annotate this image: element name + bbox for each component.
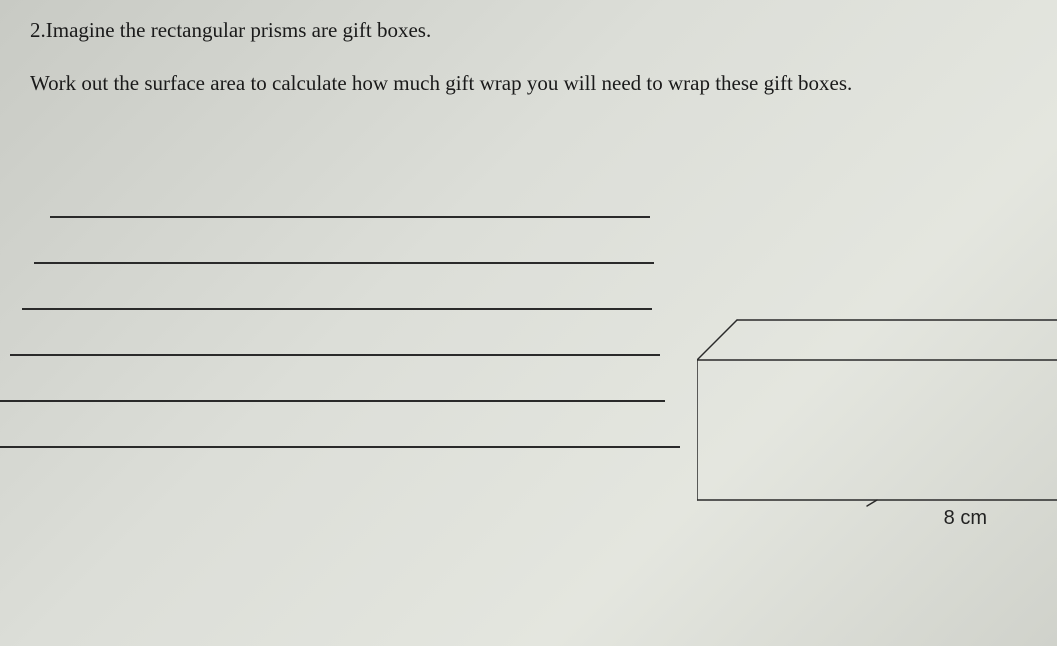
question-prompt-2: Work out the surface area to calculate h… [30, 71, 1047, 96]
answer-line [0, 400, 665, 402]
dimension-label-8cm: 8 cm [944, 507, 987, 530]
question-line-1: 2.Imagine the rectangular prisms are gif… [30, 18, 1047, 43]
answer-line [10, 354, 660, 356]
worksheet-page: 2.Imagine the rectangular prisms are gif… [0, 0, 1057, 646]
prism-figure: 8 cm [697, 300, 1057, 560]
answer-line [50, 216, 650, 218]
prism-svg [697, 300, 1057, 560]
answer-line [34, 262, 654, 264]
question-prompt-1: Imagine the rectangular prisms are gift … [46, 18, 431, 42]
answer-line [22, 308, 652, 310]
answer-line [0, 446, 680, 448]
question-number: 2. [30, 18, 46, 42]
